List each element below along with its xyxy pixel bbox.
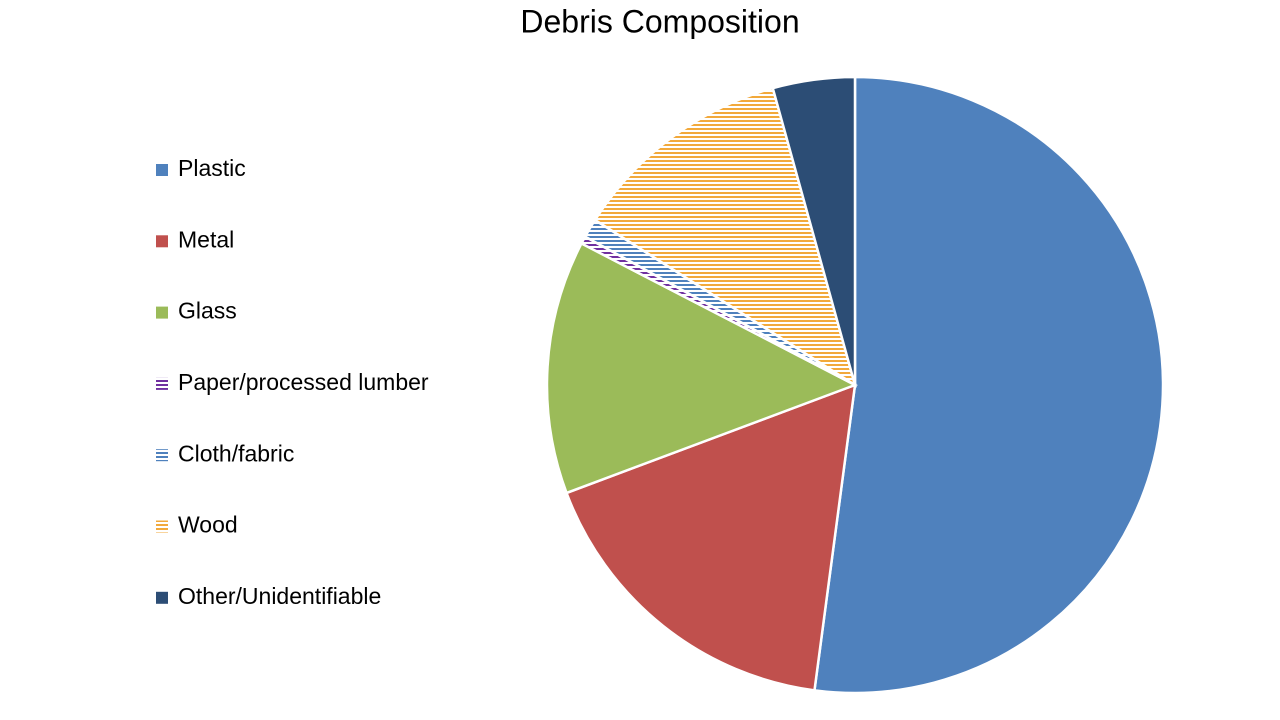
legend-swatch (156, 449, 168, 462)
legend-label: Other/Unidentifiable (178, 583, 381, 609)
chart-title: Debris Composition (520, 3, 799, 39)
legend-swatch (156, 591, 168, 604)
legend-swatch (156, 164, 168, 176)
legend-label: Cloth/fabric (178, 440, 294, 466)
legend-label: Metal (178, 226, 234, 252)
legend-label: Wood (178, 512, 238, 538)
legend-swatch (156, 235, 168, 248)
legend-label: Glass (178, 298, 237, 324)
legend-label: Plastic (178, 155, 246, 181)
legend-swatch (156, 306, 168, 319)
legend-swatch (156, 377, 168, 390)
pie-slice (593, 86, 858, 388)
legend-swatch (156, 520, 168, 533)
pie-slice (771, 75, 857, 386)
legend-label: Paper/processed lumber (178, 369, 429, 395)
pie-slice (564, 383, 857, 692)
pie-slice (813, 75, 1165, 695)
pie-slice (545, 241, 859, 495)
